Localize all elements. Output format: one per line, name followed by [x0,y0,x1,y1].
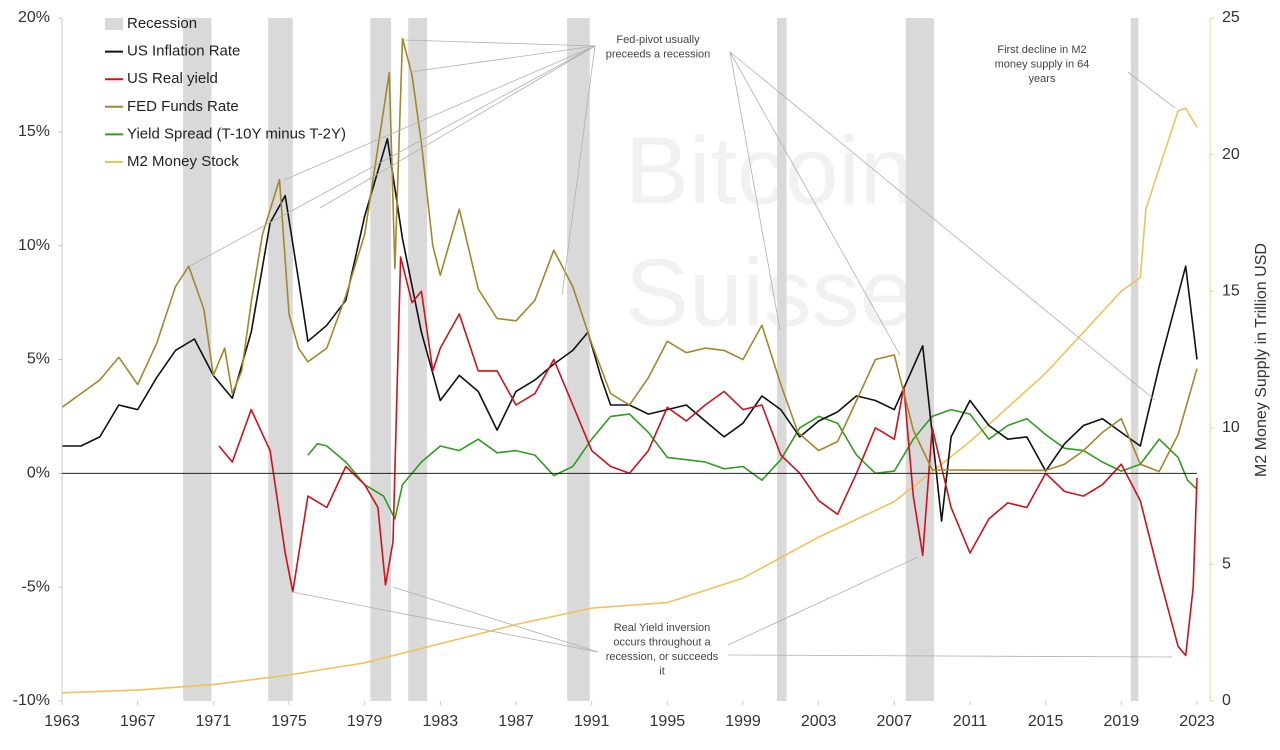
leader-line [283,45,596,181]
legend-label: US Real yield [127,70,218,87]
annotation: Fed-pivot usually [616,34,700,46]
y-tick-label: 0% [27,465,50,482]
annotation: Real Yield inversion [614,622,711,634]
series-line [218,256,1198,657]
leader-line [319,45,596,209]
leader-line [729,51,1156,401]
x-tick-label: 1971 [196,713,232,730]
recession-band [567,18,590,701]
x-tick-label: 2015 [1028,713,1064,730]
legend-label: M2 Money Stock [127,153,239,170]
annotation: recession, or succeeds [606,651,719,663]
leader-lines [189,39,1176,658]
x-tick-label: 2007 [877,713,913,730]
annotation: preceeds a recession [606,48,711,60]
leader-line [729,51,901,356]
annotation: years [1029,73,1056,85]
y2-tick-label: 25 [1222,9,1240,26]
y-tick-label: 15% [18,123,50,140]
annotations: Fed-pivot usually preceeds a recession Fir… [606,34,1090,678]
recession-band [183,18,212,701]
leader-line [189,45,596,267]
y-tick-label: 10% [18,237,50,254]
recession-band [777,18,787,701]
series [61,37,1198,694]
annotation: it [659,665,665,677]
recession-band [370,18,392,701]
series-line [61,107,1198,694]
x-tick-label: 1963 [44,713,80,730]
y2-tick-label: 10 [1222,419,1240,436]
y-tick-label: -10% [13,692,50,709]
y-tick-label: -5% [22,578,50,595]
recession-band [268,18,293,701]
x-tick-label: 1975 [271,713,307,730]
y2-tick-label: 20 [1222,146,1240,163]
leader-line [403,39,596,47]
axes: -10% -5% 0% 5% 10% 15% 20% 0 5 10 15 20 25 1963 1967 19… [13,9,1240,730]
x-tick-label: 2023 [1179,713,1215,730]
x-tick-label: 1991 [574,713,610,730]
y2-tick-label: 15 [1222,282,1240,299]
x-tick-label: 1967 [120,713,156,730]
y2-tick-label: 5 [1222,556,1231,573]
x-tick-label: 2003 [801,713,837,730]
leader-line [409,45,596,73]
series-line [307,408,1198,520]
series-line [61,37,1198,473]
y2-tick-label: 0 [1222,692,1231,709]
x-tick-label: 1987 [498,713,534,730]
series-line [62,137,1198,522]
leader-line [727,654,1173,658]
recession-bands [183,18,1139,701]
watermark: Suisse [625,239,913,346]
y-tick-label: 5% [27,351,50,368]
leader-line [291,591,599,653]
x-tick-label: 2011 [953,713,988,730]
x-tick-label: 2019 [1104,713,1140,730]
x-tick-label: 1983 [423,713,459,730]
leader-line [727,556,919,646]
x-tick-label: 1995 [650,713,686,730]
x-tick-label: 1979 [347,713,383,730]
legend-swatch [105,18,123,30]
leader-line [392,586,599,653]
annotation: money supply in 64 [995,58,1090,70]
legend-label: Recession [127,15,197,32]
annotation: First decline in M2 [997,44,1086,56]
recession-band [408,18,428,701]
legend-label: US Inflation Rate [127,43,240,60]
annotation: occurs throughout a [613,636,711,648]
y-tick-label: 20% [18,9,50,26]
recession-band [905,18,935,701]
leader-line [1127,71,1176,109]
x-tick-label: 1999 [725,713,761,730]
legend-label: FED Funds Rate [127,98,239,115]
legend-label: Yield Spread (T-10Y minus T-2Y) [127,125,346,142]
leader-line [561,45,596,296]
y2-axis-label: M2 Money Supply in Trillion USD [1253,243,1270,477]
legend: Recession US Inflation Rate US Real yield F… [105,15,346,170]
recession-band [1130,18,1139,701]
watermark: Bitcoin [625,117,913,224]
leader-line [729,51,781,331]
